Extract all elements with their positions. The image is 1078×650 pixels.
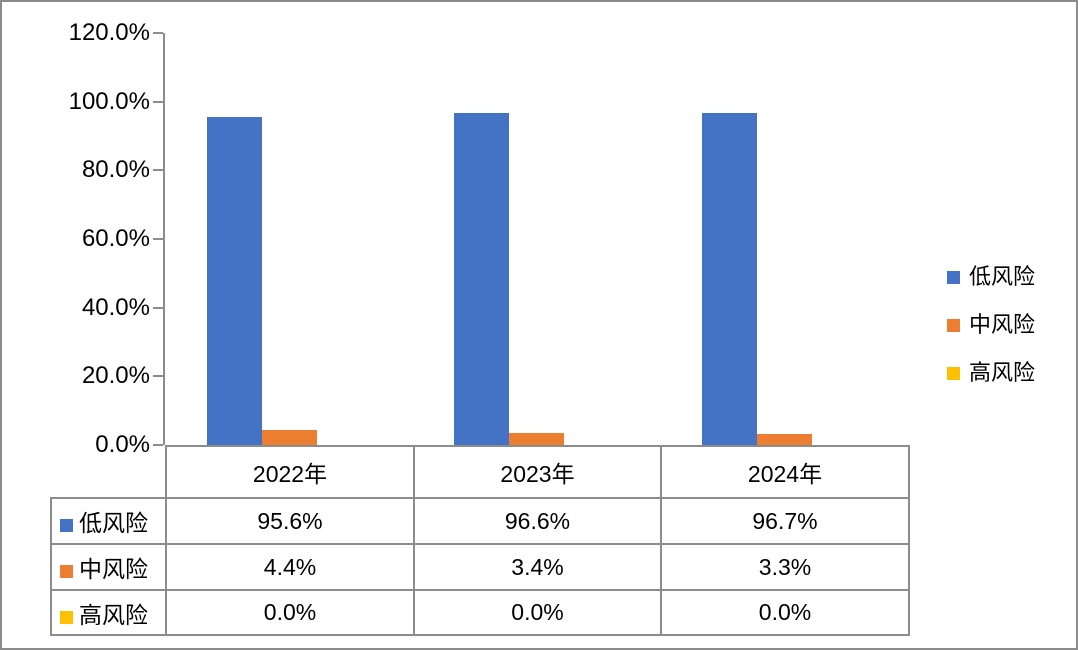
y-axis-tick-mark — [153, 238, 163, 240]
y-axis-line — [163, 33, 165, 445]
table-cell: 3.3% — [660, 543, 910, 591]
table-cell: 96.7% — [660, 497, 910, 545]
legend-item-mid-risk: 中风险 — [947, 314, 1035, 336]
legend-label: 高风险 — [969, 360, 1036, 385]
series-swatch-low-risk-icon — [60, 519, 73, 532]
bar-低风险-2023年 — [454, 113, 509, 445]
table-row-mid-risk: 中风险 4.4% 3.4% 3.3% — [50, 543, 910, 591]
table-row-low-risk: 低风险 95.6% 96.6% 96.7% — [50, 497, 910, 545]
legend-label: 中风险 — [969, 312, 1036, 337]
legend-swatch-mid-risk-icon — [947, 318, 960, 332]
y-axis-tick-label: 80.0% — [81, 156, 150, 184]
series-swatch-mid-risk-icon — [60, 565, 73, 578]
y-axis-tick-mark — [153, 444, 163, 446]
y-axis-tick-mark — [153, 375, 163, 378]
y-axis-tick-mark — [153, 169, 163, 172]
chart-data-table: 2022年 2023年 2024年 低风险 95.6% 96.6% 96.7% … — [50, 445, 910, 636]
table-col-header-2022: 2022年 — [165, 445, 415, 499]
table-corner-blank — [51, 446, 166, 498]
table-cell: 3.4% — [413, 543, 662, 591]
series-swatch-high-risk-icon — [60, 610, 73, 624]
legend-item-low-risk: 低风险 — [947, 266, 1035, 288]
table-cell: 96.6% — [413, 497, 662, 545]
table-col-header-2023: 2023年 — [413, 445, 662, 499]
y-axis-tick-mark — [153, 32, 163, 34]
table-row-label-text: 低风险 — [79, 510, 148, 536]
table-row-label-text: 高风险 — [79, 601, 148, 628]
table-cell: 4.4% — [165, 543, 415, 591]
y-axis-tick-label: 0.0% — [95, 431, 150, 458]
y-axis-tick-mark — [153, 306, 163, 309]
table-cell: 0.0% — [660, 589, 910, 636]
legend-swatch-low-risk-icon — [947, 270, 960, 284]
table-cell: 95.6% — [165, 497, 415, 545]
y-axis-tick-label: 40.0% — [81, 293, 150, 321]
table-row-label: 中风险 — [50, 543, 167, 591]
table-row-high-risk: 高风险 0.0% 0.0% 0.0% — [50, 589, 910, 636]
bar-中风险-2023年 — [509, 433, 564, 445]
table-row-label-text: 中风险 — [79, 556, 148, 582]
bar-中风险-2024年 — [756, 434, 812, 445]
table-col-header-2024: 2024年 — [660, 445, 910, 499]
table-cell: 0.0% — [165, 589, 415, 636]
y-axis-tick-mark — [153, 100, 163, 103]
y-axis-tick-label: 120.0% — [68, 19, 150, 46]
bar-低风险-2022年 — [206, 117, 262, 445]
legend: 低风险 中风险 高风险 — [947, 266, 1035, 384]
y-axis-tick-label: 20.0% — [81, 362, 150, 390]
table-row-label: 高风险 — [50, 589, 167, 636]
y-axis-tick-label: 100.0% — [68, 87, 150, 115]
table-cell: 0.0% — [413, 589, 662, 636]
bar-中风险-2022年 — [261, 430, 317, 445]
table-row-label: 低风险 — [50, 497, 167, 545]
y-axis-tick-label: 60.0% — [81, 225, 150, 252]
bar-低风险-2024年 — [701, 113, 757, 445]
legend-item-high-risk: 高风险 — [947, 362, 1035, 384]
table-header-row: 2022年 2023年 2024年 — [51, 445, 910, 499]
legend-label: 低风险 — [969, 264, 1036, 289]
legend-swatch-high-risk-icon — [947, 366, 960, 380]
